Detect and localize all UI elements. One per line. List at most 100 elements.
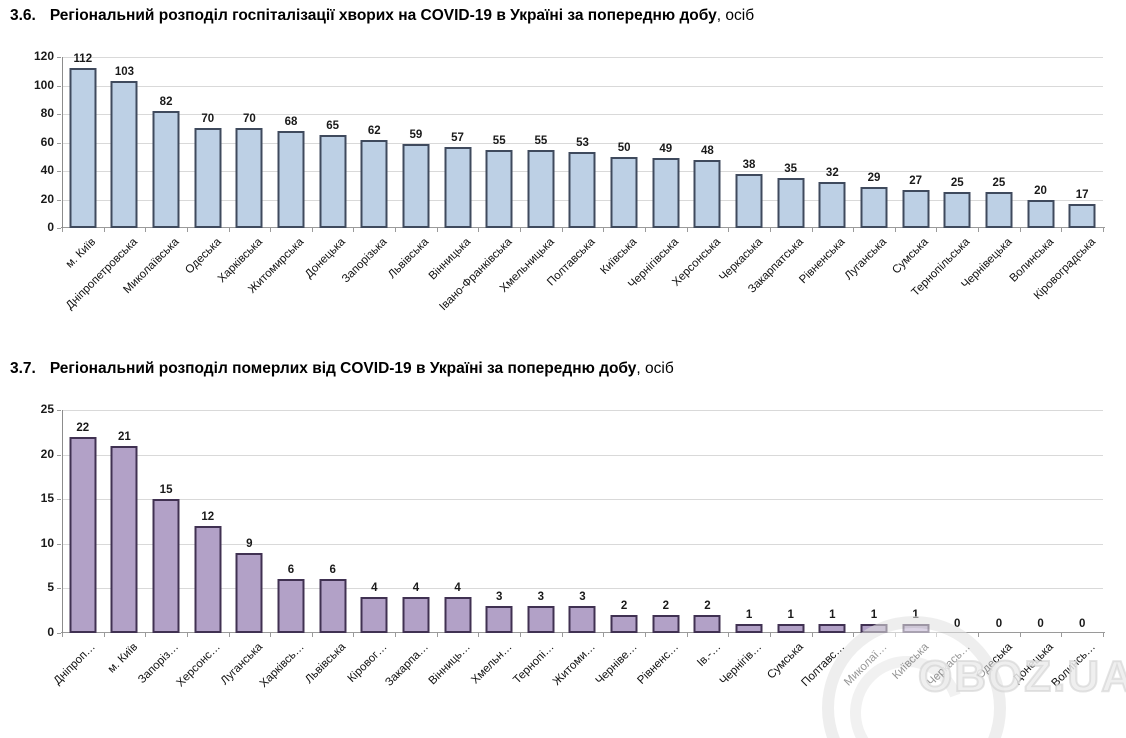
bar-value-label: 3 xyxy=(537,591,545,604)
chart-3-7-title-unit: , осіб xyxy=(636,360,674,377)
bar-value-label: 2 xyxy=(662,600,669,613)
x-tick-mark xyxy=(1019,633,1021,637)
x-tick-mark xyxy=(311,633,313,637)
x-tick-mark xyxy=(561,633,563,637)
x-tick-mark xyxy=(936,228,938,232)
bar-value-label: 0 xyxy=(954,618,961,630)
y-tick-mark xyxy=(57,171,61,172)
x-tick-mark xyxy=(894,228,896,232)
x-tick-mark xyxy=(603,633,605,637)
x-tick-mark xyxy=(853,633,855,637)
y-axis-label: 20 xyxy=(40,191,54,206)
bar-column: 9 xyxy=(229,410,271,633)
bar-column: 4 xyxy=(353,410,395,633)
x-tick-mark xyxy=(478,228,480,232)
x-axis-label: Львівська xyxy=(386,236,432,281)
bar-value-label: 20 xyxy=(1034,184,1047,197)
bar-value-label: 82 xyxy=(159,96,173,109)
x-tick-mark xyxy=(728,633,730,637)
bar xyxy=(777,624,805,633)
y-tick-mark xyxy=(57,228,61,229)
x-tick-mark xyxy=(103,228,105,232)
x-tick-mark xyxy=(228,633,230,637)
chart-3-7-title: 3.7. Регіональний розподіл померлих від C… xyxy=(10,360,674,378)
bar-column: 6 xyxy=(270,410,312,633)
bar-column: 3 xyxy=(562,410,604,633)
gridline xyxy=(62,499,1103,501)
x-axis-label: Чернігів… xyxy=(718,641,765,688)
y-axis-label: 20 xyxy=(40,446,54,461)
x-tick-mark xyxy=(311,228,313,232)
bar xyxy=(902,189,930,228)
bar-column: 12 xyxy=(187,410,229,633)
bar xyxy=(444,146,472,228)
bar-value-label: 27 xyxy=(909,174,923,187)
bar xyxy=(1027,199,1055,228)
bar-value-label: 15 xyxy=(159,484,173,497)
x-tick-mark xyxy=(62,633,63,637)
bar xyxy=(360,139,388,228)
bar-column: 25 xyxy=(936,57,978,228)
bar xyxy=(860,186,888,228)
x-axis-label: Львівська xyxy=(303,641,349,686)
bar-value-label: 50 xyxy=(617,141,631,154)
y-axis-label: 15 xyxy=(40,491,54,506)
bar-value-label: 103 xyxy=(114,66,135,79)
bar-value-label: 0 xyxy=(995,618,1003,630)
bar-value-label: 53 xyxy=(576,137,589,150)
x-axis-label: Луганська xyxy=(843,236,890,283)
bar xyxy=(485,606,513,633)
bar-column: 48 xyxy=(687,57,729,228)
x-tick-mark xyxy=(561,228,563,232)
x-tick-mark xyxy=(62,228,63,232)
gridline xyxy=(62,85,1103,87)
x-tick-mark xyxy=(1019,228,1021,232)
bar xyxy=(485,149,513,228)
bar xyxy=(735,173,763,228)
x-tick-mark xyxy=(978,633,980,637)
x-tick-mark xyxy=(395,228,397,232)
bar xyxy=(818,182,846,228)
y-axis-label: 5 xyxy=(47,580,54,595)
bar xyxy=(319,135,347,228)
x-axis-label: м. Київ xyxy=(105,641,140,676)
bar-column: 29 xyxy=(853,57,895,228)
bar-column: 55 xyxy=(478,57,520,228)
bar-column: 35 xyxy=(770,57,812,228)
bar-value-label: 62 xyxy=(367,124,381,137)
y-axis-label: 0 xyxy=(47,220,54,234)
x-tick-mark xyxy=(644,633,646,637)
bar xyxy=(194,525,222,633)
x-tick-mark xyxy=(145,228,147,232)
bar-column: 2 xyxy=(645,410,687,633)
x-tick-mark xyxy=(520,228,522,232)
bar-value-label: 59 xyxy=(409,128,423,141)
bar-value-label: 4 xyxy=(412,582,420,595)
x-tick-mark xyxy=(353,228,355,232)
bar-column: 1 xyxy=(728,410,770,633)
bar xyxy=(152,499,180,633)
bar xyxy=(402,143,430,228)
bar xyxy=(943,192,971,228)
x-tick-mark xyxy=(145,633,147,637)
x-axis-label: Одеська xyxy=(182,236,224,277)
bar-value-label: 25 xyxy=(992,177,1006,190)
x-tick-mark xyxy=(353,633,355,637)
bar-column: 57 xyxy=(437,57,479,228)
chart-3-7-number: 3.7. xyxy=(10,360,36,377)
x-axis-label: Хмельн… xyxy=(469,641,515,687)
bar-column: 0 xyxy=(1061,410,1103,633)
x-tick-mark xyxy=(769,633,771,637)
bar-value-label: 70 xyxy=(201,113,215,126)
bar xyxy=(527,149,555,228)
bar xyxy=(985,192,1013,228)
bar-value-label: 68 xyxy=(284,116,298,129)
plot-area: 112 103 82 70 70 68 65 62 59 57 55 55 53 50 49 48 38 35 32… xyxy=(57,53,1105,232)
x-axis-label: Ів.-… xyxy=(694,641,723,670)
bar-value-label: 1 xyxy=(870,609,878,622)
bar xyxy=(194,128,222,228)
bar-value-label: 3 xyxy=(496,591,503,604)
bar-value-label: 55 xyxy=(534,134,548,147)
x-tick-mark xyxy=(395,633,397,637)
